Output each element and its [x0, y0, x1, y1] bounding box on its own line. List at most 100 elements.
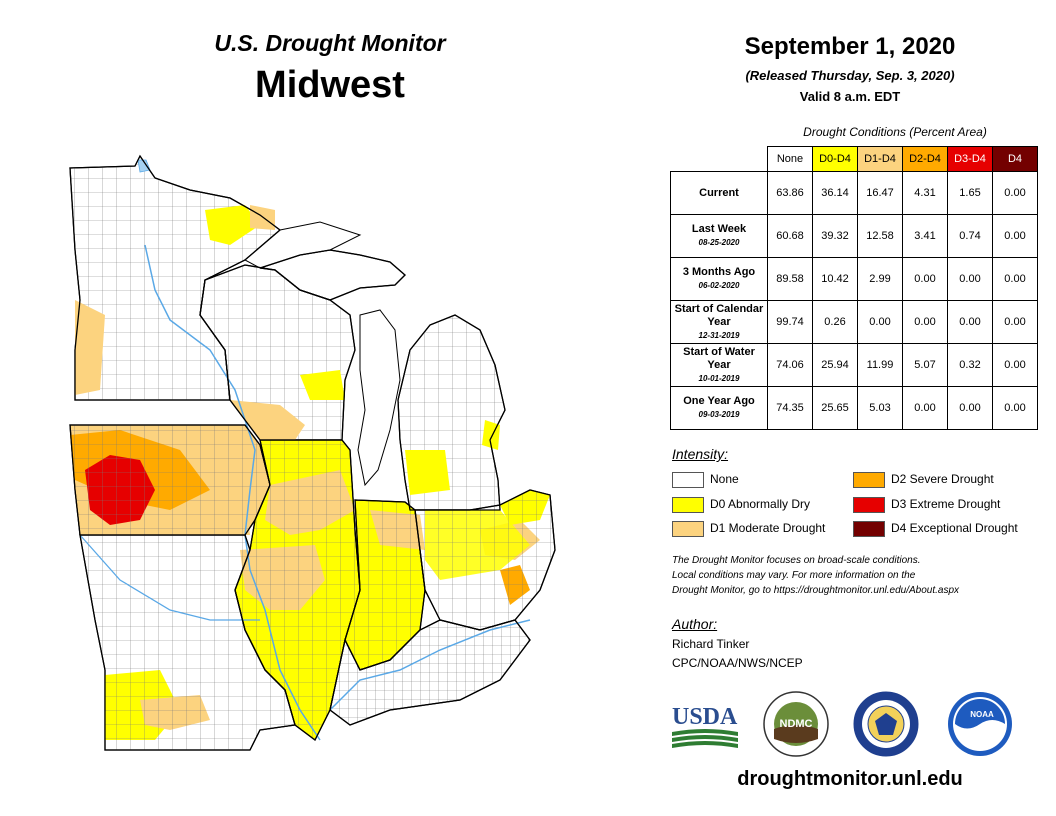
table-cell: 0.00 [947, 300, 993, 344]
table-cell: 63.86 [767, 171, 813, 215]
table-cell: 5.07 [902, 343, 948, 387]
table-cell: 0.00 [947, 257, 993, 301]
noaa-logo: NOAA [948, 692, 1012, 756]
usda-logo: USDA [672, 704, 738, 748]
table-cell: 74.06 [767, 343, 813, 387]
d0-area-wisconsin-east [300, 370, 345, 400]
table-cell: 0.00 [947, 386, 993, 430]
d0-area-michigan-south [405, 450, 450, 495]
row-label-text: Last Week [691, 223, 747, 235]
row-date: 10-01-2019 [698, 373, 740, 383]
table-cell: 5.03 [857, 386, 903, 430]
table-cell: 0.32 [947, 343, 993, 387]
table-cell: 0.26 [812, 300, 858, 344]
legend-swatch-d1 [672, 521, 704, 537]
drought-statistics-table: None D0-D4 D1-D4 D2-D4 D3-D4 D4 Current 6… [670, 146, 1038, 430]
table-cell: 3.41 [902, 214, 948, 258]
map-date: September 1, 2020 [744, 33, 956, 60]
author-name: Richard Tinker [672, 637, 750, 651]
ohio-river [329, 619, 531, 711]
column-header-d4: D4 [992, 146, 1038, 172]
table-cell: 0.00 [992, 386, 1038, 430]
legend-swatch-d4 [853, 521, 885, 537]
legend-swatch-d3 [853, 497, 885, 513]
row-label: Start of Water Year 10-01-2019 [670, 343, 768, 387]
ndmc-logo-text: NDMC [780, 718, 813, 730]
legend-label-d4: D4 Exceptional Drought [891, 521, 1018, 535]
table-cell: 10.42 [812, 257, 858, 301]
row-date: 06-02-2020 [698, 281, 740, 290]
d1-area-minnesota-west [75, 300, 105, 395]
row-label: Start of Calendar Year 12-31-2019 [670, 300, 768, 344]
table-cell: 1.65 [947, 171, 993, 215]
legend-label-d2: D2 Severe Drought [891, 472, 994, 486]
map-title: Midwest [255, 64, 405, 106]
usda-logo-text: USDA [672, 704, 738, 730]
legend-label-d0: D0 Abnormally Dry [710, 497, 811, 511]
table-cell: 4.31 [902, 171, 948, 215]
column-header-none: None [767, 146, 813, 172]
table-cell: 2.99 [857, 257, 903, 301]
lake-michigan [357, 309, 401, 487]
row-label-text: Current [699, 186, 739, 199]
missouri-river [79, 534, 260, 621]
legend-swatch-d2 [853, 472, 885, 488]
ndmc-logo: NDMC [763, 691, 829, 757]
author-org: CPC/NOAA/NWS/NCEP [672, 656, 803, 670]
table-header-row: None D0-D4 D1-D4 D2-D4 D3-D4 D4 [671, 146, 1038, 172]
row-label: One Year Ago 09-03-2019 [670, 386, 768, 430]
table-cell: 0.00 [992, 300, 1038, 344]
table-row: Start of Calendar Year 12-31-2019 99.74 0.2… [670, 300, 1038, 344]
d1-area-wisconsin-south [230, 400, 305, 440]
legend-swatch-none [672, 472, 704, 488]
release-date: (Released Thursday, Sep. 3, 2020) [745, 68, 955, 83]
note-line-3: Drought Monitor, go to https://droughtmo… [672, 585, 960, 596]
author-title: Author: [672, 616, 718, 632]
table-cell: 0.00 [857, 300, 903, 344]
row-label-text: Start of Calendar Year [674, 302, 764, 328]
row-label-text: One Year Ago [683, 395, 755, 407]
row-label-text: 3 Months Ago [682, 266, 756, 278]
table-row: One Year Ago 09-03-2019 74.35 25.65 5.03 0.00… [670, 386, 1038, 430]
midwest-drought-map [69, 154, 556, 751]
d0-area-michigan-thumb [482, 420, 500, 450]
table-cell: 16.47 [857, 171, 903, 215]
column-header-d3-d4: D3-D4 [947, 146, 993, 172]
table-row: Last Week 08-25-2020 60.68 39.32 12.58 3.41 0.… [670, 214, 1038, 258]
legend-swatch-d0 [672, 497, 704, 513]
row-date: 08-25-2020 [698, 238, 740, 247]
note-line-2: Local conditions may vary. For more info… [672, 570, 916, 581]
table-caption: Drought Conditions (Percent Area) [803, 125, 987, 139]
table-cell: 89.58 [767, 257, 813, 301]
row-label: Current [670, 171, 768, 215]
table-row: 3 Months Ago 06-02-2020 89.58 10.42 2.99 0.00… [670, 257, 1038, 301]
table-row: Current 63.86 36.14 16.47 4.31 1.65 0.00 [670, 171, 1038, 215]
table-cell: 39.32 [812, 214, 858, 258]
table-cell: 0.00 [902, 386, 948, 430]
legend-label-d1: D1 Moderate Drought [710, 521, 826, 535]
table-cell: 60.68 [767, 214, 813, 258]
table-cell: 12.58 [857, 214, 903, 258]
note-line-1: The Drought Monitor focuses on broad-sca… [672, 555, 921, 566]
legend-title: Intensity: [672, 446, 729, 462]
table-cell: 0.00 [992, 171, 1038, 215]
legend-label-none: None [710, 472, 739, 486]
table-cell: 74.35 [767, 386, 813, 430]
table-corner [671, 147, 768, 172]
footer-url[interactable]: droughtmonitor.unl.edu [737, 768, 963, 790]
table-cell: 0.00 [992, 257, 1038, 301]
legend-label-d3: D3 Extreme Drought [891, 497, 1001, 511]
map-subtitle: U.S. Drought Monitor [214, 30, 446, 56]
commerce-seal-logo [853, 691, 919, 757]
column-header-d0-d4: D0-D4 [812, 146, 858, 172]
table-cell: 25.94 [812, 343, 858, 387]
column-header-d1-d4: D1-D4 [857, 146, 903, 172]
table-cell: 36.14 [812, 171, 858, 215]
d0-area-minnesota-arrowhead [205, 205, 260, 245]
disclaimer-note: The Drought Monitor focuses on broad-sca… [672, 553, 1042, 598]
table-cell: 99.74 [767, 300, 813, 344]
table-cell: 11.99 [857, 343, 903, 387]
noaa-logo-text: NOAA [970, 710, 994, 719]
row-label-text: Start of Water Year [683, 345, 755, 371]
table-cell: 0.00 [902, 257, 948, 301]
